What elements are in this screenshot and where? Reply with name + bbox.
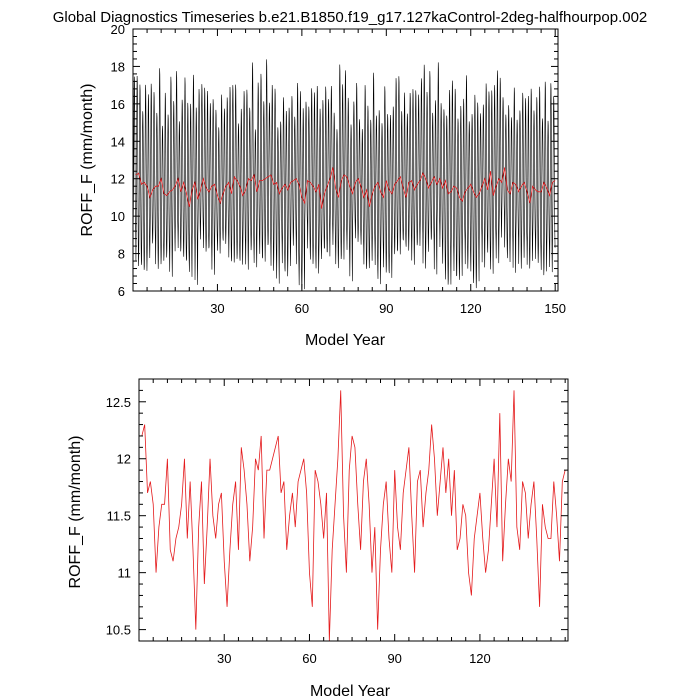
bottom-y-tick-label: 12.5 <box>106 395 131 410</box>
top-y-tick-label: 16 <box>111 97 125 112</box>
bottom-x-tick-label: 60 <box>302 651 316 666</box>
top-plot-marks <box>132 59 556 290</box>
top-axis-ticks: 30 60 90 120 150 6 8 10 12 14 16 18 20 <box>111 22 567 316</box>
top-y-tick-label: 18 <box>111 59 125 74</box>
top-y-tick-label: 8 <box>118 247 125 262</box>
top-y-tick-label: 12 <box>111 172 125 187</box>
bottom-x-axis-label: Model Year <box>310 683 391 700</box>
bottom-panel: 30 60 90 120 10.5 11 11.5 12 12.5 Model Year ROF… <box>67 378 569 700</box>
bottom-y-tick-label: 10.5 <box>106 623 131 638</box>
top-x-tick-label: 30 <box>210 301 224 316</box>
top-x-tick-label: 150 <box>544 301 566 316</box>
bottom-y-axis-label: ROFF_F (mm/month) <box>67 436 84 589</box>
top-monthly-series-line <box>132 59 556 290</box>
bottom-x-tick-label: 120 <box>469 651 491 666</box>
top-x-tick-label: 120 <box>460 301 482 316</box>
bottom-plot-marks <box>141 390 566 642</box>
bottom-y-tick-label: 11.5 <box>107 509 131 524</box>
bottom-x-tick-label: 30 <box>217 651 231 666</box>
bottom-x-tick-label: 90 <box>387 651 401 666</box>
top-x-tick-label: 60 <box>295 301 309 316</box>
bottom-annual-series-line <box>141 390 566 642</box>
figure-title: Global Diagnostics Timeseries b.e21.B185… <box>53 9 648 26</box>
bottom-axis-ticks: 30 60 90 120 10.5 11 11.5 12 12.5 <box>106 378 568 666</box>
bottom-y-tick-label: 12 <box>117 452 131 467</box>
top-x-tick-label: 90 <box>379 301 393 316</box>
bottom-y-tick-label: 11 <box>118 566 132 581</box>
top-y-tick-label: 14 <box>111 134 125 149</box>
bottom-plot-frame <box>138 378 569 642</box>
top-y-tick-label: 6 <box>118 284 125 299</box>
top-plot-frame <box>132 28 559 292</box>
top-y-axis-label: ROFF_F (mm/month) <box>79 84 96 237</box>
top-panel: 30 60 90 120 150 6 8 10 12 14 16 18 20 Model Year RO… <box>79 22 566 349</box>
top-x-axis-label: Model Year <box>305 332 386 349</box>
top-y-tick-label: 10 <box>111 209 125 224</box>
top-y-tick-label: 20 <box>111 22 125 37</box>
top-annual-series-line <box>135 167 556 209</box>
